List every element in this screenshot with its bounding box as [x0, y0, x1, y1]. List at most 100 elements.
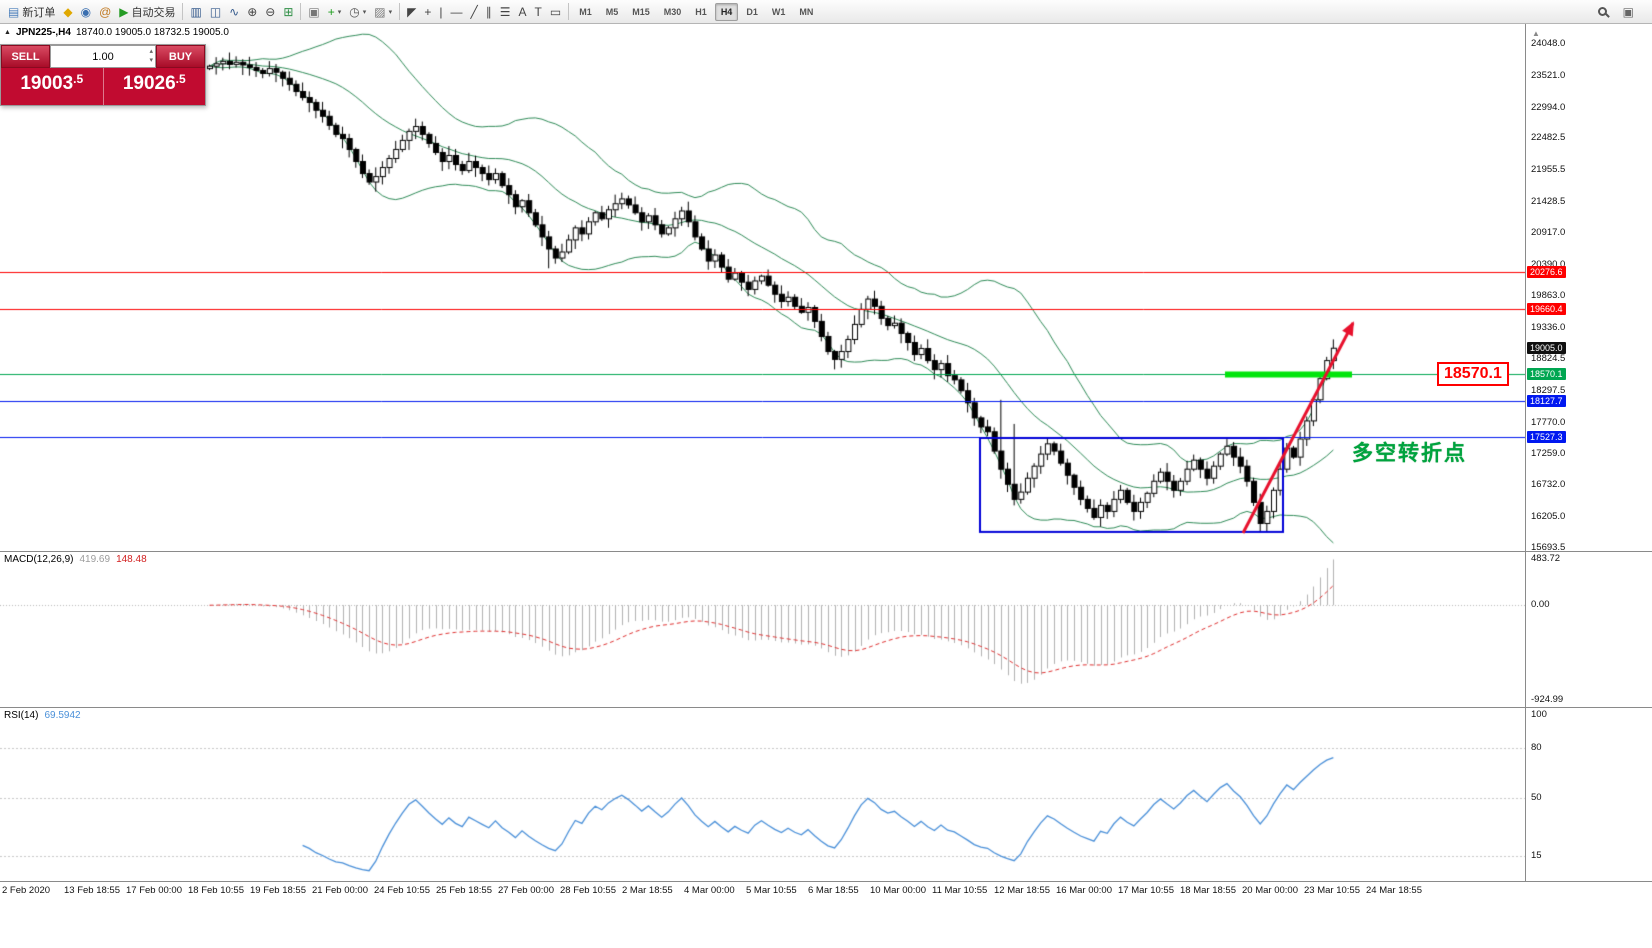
- dropdown-arrow-icon: ▾: [388, 8, 393, 16]
- autotrading-button[interactable]: ▶ 自动交易: [115, 3, 179, 21]
- indicators-button[interactable]: + ▾: [324, 5, 346, 19]
- channel-button[interactable]: ∥: [482, 5, 496, 19]
- chart-symbol-title: JPN225-,H4: [15, 27, 71, 38]
- price-note-box[interactable]: 18570.1: [1437, 362, 1509, 386]
- axis-separator-line: [1525, 24, 1526, 881]
- price-tick: 20917.0: [1531, 226, 1566, 238]
- volume-control[interactable]: 1.00 ▴ ▾: [50, 45, 156, 68]
- fibonacci-button[interactable]: ☰: [496, 5, 515, 19]
- rsi-axis: 100 80 50 15: [1526, 708, 1652, 881]
- trendline-icon: ╱: [470, 4, 478, 19]
- sell-price-frac: .5: [73, 72, 84, 86]
- timeframe-d1-button[interactable]: D1: [746, 6, 758, 17]
- macd-label: MACD(12,26,9): [4, 554, 74, 565]
- bar-chart-icon: ▥: [190, 4, 202, 19]
- new-order-button[interactable]: ▤ 新订单: [4, 3, 59, 21]
- line-chart-icon: ∿: [229, 4, 240, 19]
- timeframe-m15-button[interactable]: M15: [632, 6, 650, 17]
- crosshair-button[interactable]: +: [420, 5, 435, 19]
- price-tag: 18127.7: [1527, 395, 1566, 408]
- timeframe-mn-button[interactable]: MN: [799, 6, 814, 17]
- time-label: 13 Feb 18:55: [64, 885, 120, 896]
- time-label: 27 Feb 00:00: [498, 885, 554, 896]
- buy-button[interactable]: BUY: [156, 45, 205, 68]
- price-tick: 22482.5: [1531, 132, 1566, 144]
- tile-windows-button[interactable]: ▣: [304, 5, 323, 19]
- panel-splitter[interactable]: [0, 551, 1652, 552]
- price-tag: 19005.0: [1527, 342, 1566, 355]
- macd-axis-label: 483.72: [1531, 553, 1561, 564]
- chart-title-row: ▲ JPN225-,H4 18740.0 19005.0 18732.5 190…: [4, 27, 229, 38]
- price-tick: 22994.0: [1531, 101, 1566, 113]
- volume-input[interactable]: 1.00: [92, 50, 114, 63]
- sell-button[interactable]: SELL: [1, 45, 50, 68]
- panel-splitter[interactable]: [0, 707, 1652, 708]
- candlestick-icon: ◫: [209, 4, 222, 19]
- price-tag: 17527.3: [1527, 431, 1566, 444]
- sell-price-display[interactable]: 19003 .5: [1, 68, 103, 105]
- horizontal-line-icon: —: [450, 4, 463, 19]
- vertical-line-button[interactable]: |: [435, 5, 446, 19]
- profile-button[interactable]: ◉: [77, 5, 95, 19]
- time-label: 2 Mar 18:55: [622, 885, 673, 896]
- zoom-out-button[interactable]: ⊖: [261, 5, 279, 19]
- buy-price-frac: .5: [175, 72, 186, 86]
- periods-button[interactable]: ◷ ▾: [345, 5, 370, 19]
- price-tick: 21428.5: [1531, 196, 1566, 208]
- time-label: 10 Mar 00:00: [870, 885, 926, 896]
- macd-axis-label: -924.99: [1531, 694, 1564, 705]
- chart-shift-marker[interactable]: ▲: [1532, 29, 1540, 38]
- trade-panel-collapse-arrow-icon[interactable]: ▲: [4, 29, 11, 36]
- bar-chart-button[interactable]: ▥: [186, 5, 205, 19]
- volume-up-button[interactable]: ▴: [149, 48, 153, 55]
- timeframe-m30-button[interactable]: M30: [663, 6, 682, 17]
- toolbar-right-group: ▣: [1594, 5, 1648, 19]
- timeframe-h4-button[interactable]: H4: [714, 2, 739, 21]
- cursor-button[interactable]: ◤: [403, 5, 420, 19]
- templates-button[interactable]: ▨ ▾: [370, 5, 396, 19]
- grid-button[interactable]: ⊞: [279, 5, 297, 19]
- templates-icon: ▨: [374, 4, 386, 19]
- macd-panel-canvas[interactable]: [0, 552, 1525, 707]
- autotrading-icon: ▶: [119, 4, 129, 19]
- macd-axis: 483.72 0.00 -924.99: [1526, 552, 1652, 707]
- time-label: 23 Mar 10:55: [1304, 885, 1360, 896]
- line-chart-button[interactable]: ∿: [225, 5, 243, 19]
- time-label: 17 Mar 10:55: [1118, 885, 1174, 896]
- main-chart-canvas[interactable]: [0, 24, 1525, 551]
- horizontal-line-button[interactable]: —: [447, 5, 467, 19]
- community-icon: @: [99, 4, 112, 19]
- toolbar-separator: [300, 3, 302, 20]
- panel-splitter[interactable]: [0, 881, 1652, 882]
- vertical-line-icon: |: [439, 4, 443, 19]
- layout-windows-button[interactable]: ▣: [1619, 5, 1638, 19]
- alerts-button[interactable]: ◆: [59, 5, 76, 19]
- rsi-panel-canvas[interactable]: [0, 708, 1525, 881]
- volume-down-button[interactable]: ▾: [149, 57, 153, 64]
- text-button[interactable]: A: [515, 5, 531, 19]
- zoom-in-button[interactable]: ⊕: [243, 5, 261, 19]
- turning-point-text[interactable]: 多空转折点: [1352, 442, 1467, 465]
- new-order-icon: ▤: [8, 4, 20, 19]
- label-button[interactable]: T: [531, 5, 546, 19]
- candlestick-button[interactable]: ◫: [206, 5, 225, 19]
- price-tick: 17259.0: [1531, 447, 1566, 459]
- time-axis[interactable]: 2 Feb 2020 13 Feb 18:55 17 Feb 00:00 18 Feb…: [0, 882, 1652, 900]
- timeframe-w1-button[interactable]: W1: [771, 6, 786, 17]
- price-axis[interactable]: 24048.0 23521.0 22994.0 22482.5 21955.5 21428…: [1526, 24, 1652, 553]
- zoom-in-icon: ⊕: [247, 4, 258, 19]
- rsi-value: 69.5942: [44, 710, 81, 721]
- search-button[interactable]: [1594, 6, 1611, 17]
- buy-price-display[interactable]: 19026 .5: [102, 68, 206, 105]
- timeframe-m1-button[interactable]: M1: [579, 6, 592, 17]
- timeframe-m5-button[interactable]: M5: [605, 6, 619, 17]
- rsi-axis-label: 100: [1531, 708, 1547, 720]
- shapes-icon: ▭: [549, 4, 562, 19]
- shapes-button[interactable]: ▭: [546, 5, 565, 19]
- trendline-button[interactable]: ╱: [467, 5, 482, 19]
- toolbar-separator: [399, 3, 401, 20]
- community-button[interactable]: @: [95, 5, 115, 19]
- autotrading-button-label: 自动交易: [131, 6, 176, 19]
- timeframe-h1-button[interactable]: H1: [695, 6, 707, 17]
